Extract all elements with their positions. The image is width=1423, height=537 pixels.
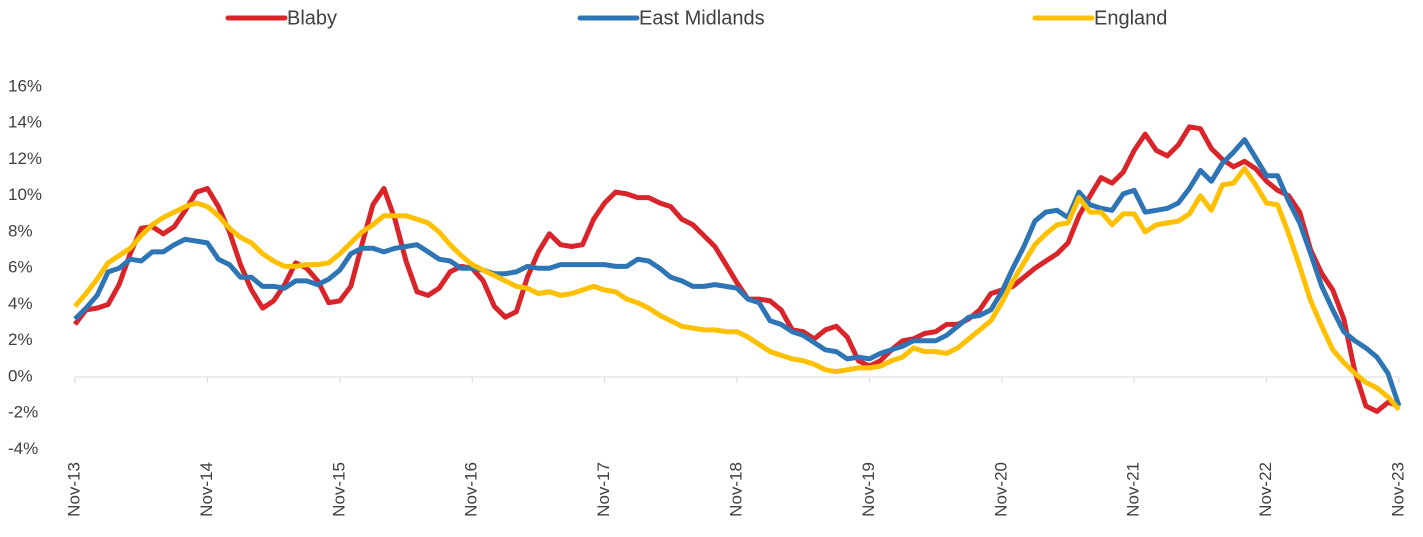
y-tick-label: 12% [8,149,42,168]
x-tick-label: Nov-16 [462,462,481,517]
y-tick-label: -2% [8,403,38,422]
legend-label: Blaby [287,7,337,29]
series-line [73,166,1401,412]
x-tick-label: Nov-22 [1256,462,1275,517]
x-tick-label: Nov-17 [594,462,613,517]
x-tick-label: Nov-20 [991,462,1010,517]
y-tick-label: 8% [8,221,33,240]
y-tick-label: 6% [8,258,33,277]
y-tick-label: 14% [8,113,42,132]
y-tick-label: -4% [8,439,38,458]
x-tick-label: Nov-19 [859,462,878,517]
x-tick-label: Nov-14 [197,462,216,517]
series-line [73,137,1402,407]
series-line [73,124,1400,414]
y-tick-label: 4% [8,294,33,313]
x-tick-label: Nov-23 [1388,462,1407,517]
x-tick-label: Nov-21 [1124,462,1143,517]
y-tick-label: 10% [8,185,42,204]
x-tick-label: Nov-13 [64,462,83,517]
x-tick-label: Nov-15 [329,462,348,517]
y-tick-label: 2% [8,330,33,349]
y-tick-label: 16% [8,76,42,95]
legend-label: East Midlands [639,7,765,29]
x-tick-label: Nov-18 [726,462,745,517]
legend-label: England [1094,7,1167,29]
y-tick-label: 0% [8,366,33,385]
